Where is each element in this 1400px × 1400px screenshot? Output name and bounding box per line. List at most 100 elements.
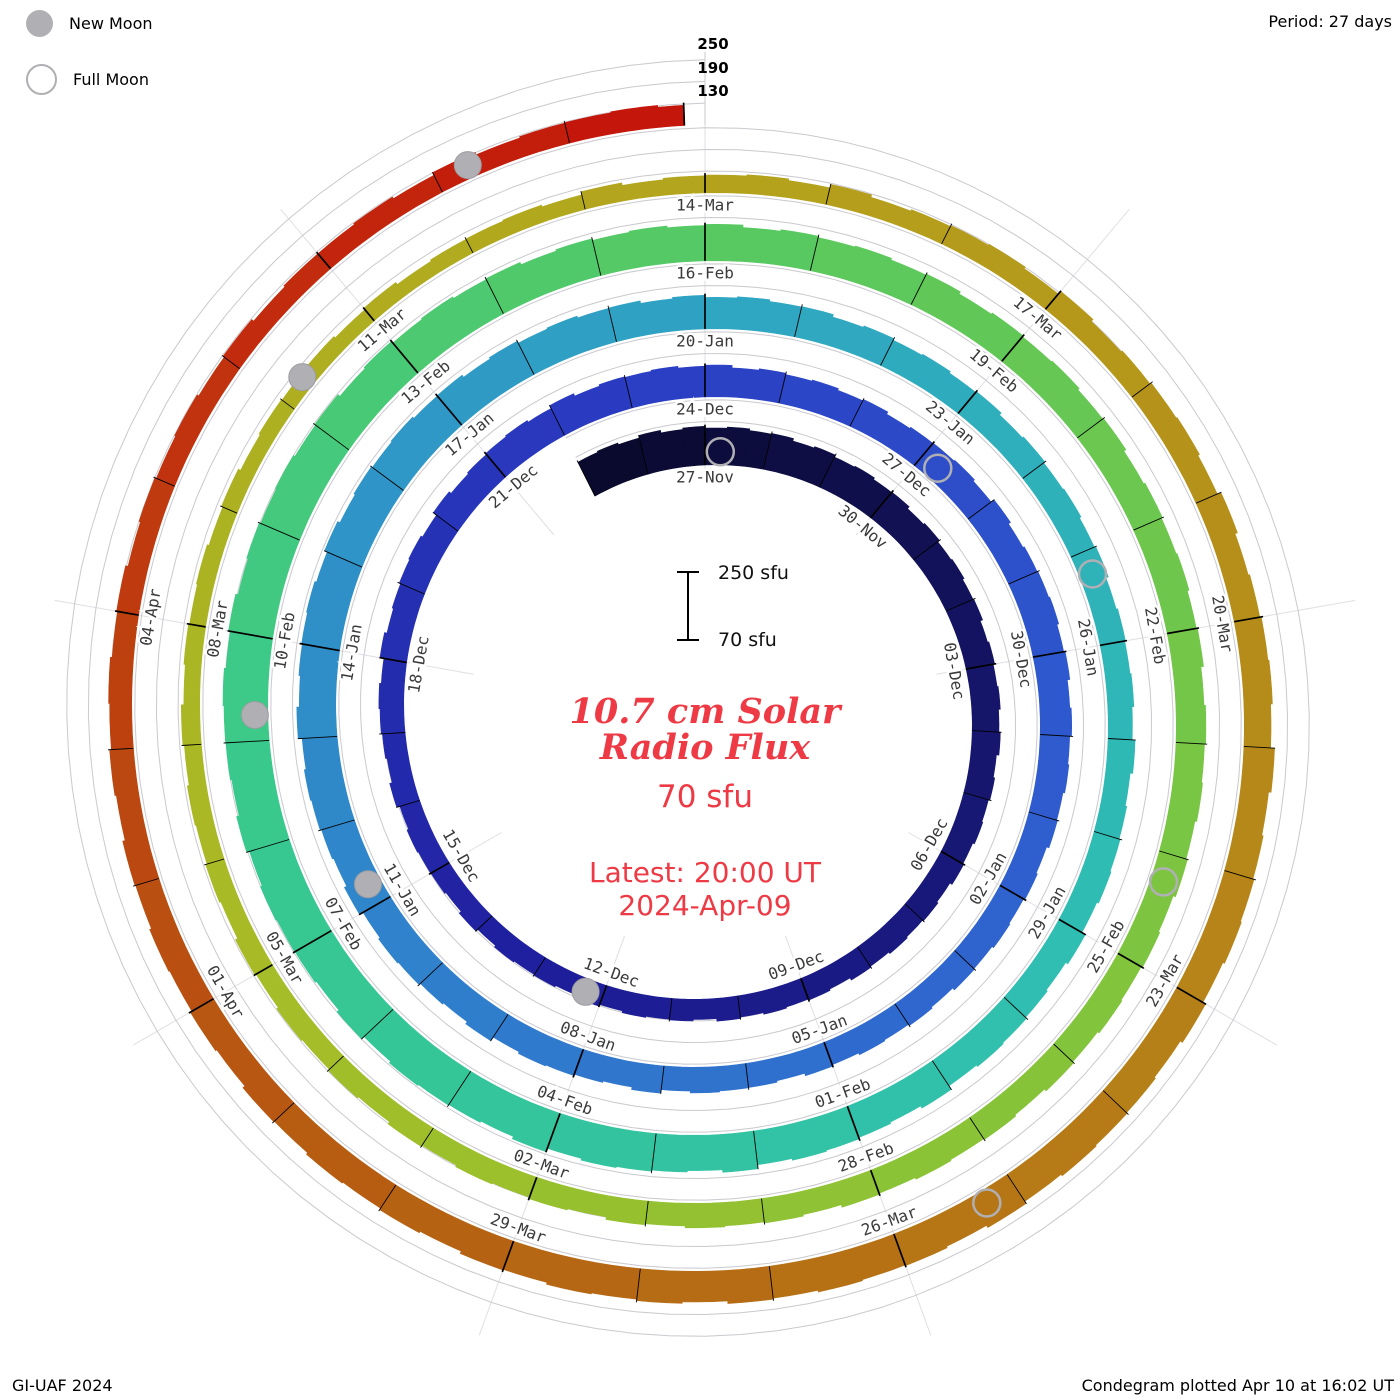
date-label: 27-Nov: [676, 468, 734, 487]
flux-bar: [650, 365, 681, 403]
day-tick: [1099, 639, 1128, 647]
flux-bar: [737, 991, 764, 1018]
day-tick: [379, 656, 407, 664]
flux-bar: [184, 743, 207, 786]
day-tick: [483, 451, 507, 478]
day-tick: [1167, 627, 1200, 635]
flux-bar: [1243, 703, 1272, 749]
day-tick: [389, 339, 419, 374]
flux-bar: [258, 399, 295, 443]
flux-bar: [636, 1268, 684, 1304]
scale-bar-bottom-label: 70 sfu: [718, 629, 777, 651]
flux-bar: [723, 1198, 765, 1227]
moon-legend: New Moon Full Moon: [26, 6, 153, 118]
flux-bar: [971, 708, 1000, 733]
day-tick: [369, 465, 404, 491]
flux-bar: [1233, 616, 1269, 664]
day-tick: [644, 1201, 649, 1227]
day-tick: [1008, 570, 1040, 585]
flux-bar: [640, 298, 676, 336]
flux-bar: [222, 667, 270, 707]
flux-bar: [761, 1191, 804, 1224]
flux-bar: [541, 194, 586, 222]
date-label: 14-Mar: [676, 195, 734, 214]
flux-bar: [689, 1066, 720, 1094]
new-moon-icon: [26, 9, 53, 37]
day-tick: [1133, 516, 1165, 531]
day-tick: [490, 1014, 509, 1042]
flux-bar: [682, 425, 706, 467]
day-tick: [1117, 952, 1145, 970]
flux-bar: [1039, 707, 1073, 737]
flux-bar: [1038, 734, 1071, 765]
day-tick: [849, 398, 865, 427]
radial-axis-label-130: 130: [697, 82, 729, 100]
flux-bar: [546, 1253, 598, 1295]
day-tick: [204, 858, 225, 866]
day-tick: [940, 850, 966, 866]
day-tick: [428, 861, 450, 876]
new-moon-marker: [453, 151, 482, 180]
day-tick: [223, 739, 270, 744]
flux-bar: [811, 1247, 863, 1293]
day-tick: [475, 915, 493, 932]
day-tick: [913, 441, 936, 467]
day-tick: [768, 1266, 774, 1301]
date-label: 20-Jan: [676, 331, 734, 350]
day-tick: [946, 597, 976, 612]
day-tick: [221, 355, 240, 369]
flux-bar: [475, 137, 527, 173]
flux-bar: [1175, 704, 1207, 745]
day-tick: [1131, 381, 1153, 398]
day-tick: [1058, 918, 1087, 936]
day-tick: [257, 521, 300, 541]
flux-bar: [183, 623, 206, 667]
flux-bar: [122, 835, 160, 886]
day-tick: [326, 1055, 344, 1072]
day-tick: [761, 1198, 766, 1225]
scale-bar-top-label: 250 sfu: [718, 562, 789, 584]
flux-bar: [662, 175, 706, 196]
flux-bar: [628, 225, 671, 269]
day-tick: [279, 398, 295, 410]
day-tick: [1003, 996, 1029, 1021]
flux-bar: [220, 895, 255, 939]
day-tick: [464, 236, 474, 254]
flux-bar: [180, 704, 202, 746]
day-tick: [315, 251, 332, 270]
full-moon-marker: [923, 453, 953, 483]
day-tick: [846, 1106, 861, 1141]
radial-gridline: [855, 208, 1130, 536]
flux-gridline-250: [66, 59, 1310, 1337]
flux-bar: [645, 995, 673, 1020]
flux-scale-bar: 250 sfu 70 sfu: [677, 562, 789, 651]
day-tick: [323, 550, 363, 568]
day-tick: [635, 1268, 641, 1303]
day-tick: [432, 512, 459, 532]
day-tick: [591, 236, 602, 276]
day-tick: [737, 995, 742, 1020]
day-tick: [969, 1117, 986, 1142]
flux-bar: [660, 1065, 692, 1092]
flux-bar: [379, 708, 406, 735]
flux-bar: [225, 740, 274, 781]
day-tick: [1243, 745, 1276, 749]
flux-bar: [1092, 608, 1126, 646]
flux-bar: [1172, 742, 1205, 784]
day-tick: [576, 460, 596, 497]
day-tick: [1006, 1174, 1027, 1205]
day-tick: [638, 434, 649, 475]
flux-bar: [672, 294, 706, 332]
flux-bar: [1100, 769, 1131, 807]
flux-bar: [684, 1202, 726, 1229]
flux-bar: [745, 1058, 778, 1088]
day-tick: [484, 276, 504, 314]
flux-bar: [865, 196, 912, 229]
flux-bar: [386, 755, 414, 784]
flux-bar: [720, 1130, 759, 1173]
flux-bar: [1240, 659, 1273, 705]
radial-gridline: [908, 832, 1278, 1046]
flux-bar: [1172, 666, 1205, 707]
day-tick: [186, 622, 206, 628]
day-tick: [967, 499, 995, 520]
